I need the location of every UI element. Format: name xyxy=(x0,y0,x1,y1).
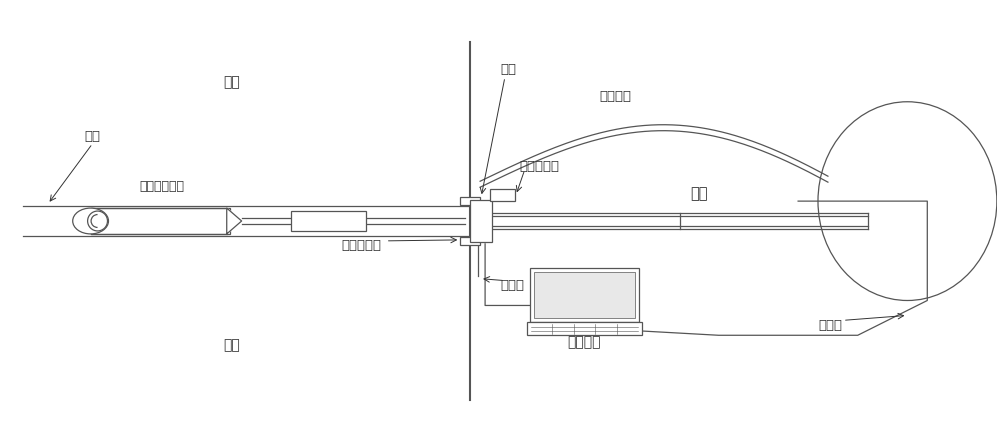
Ellipse shape xyxy=(818,102,997,300)
Text: 测量主机: 测量主机 xyxy=(568,335,601,349)
Text: 综合测孔探头: 综合测孔探头 xyxy=(140,180,185,193)
Bar xyxy=(460,237,480,245)
Bar xyxy=(470,200,492,242)
Bar xyxy=(490,189,515,201)
Bar xyxy=(291,211,366,231)
Bar xyxy=(91,208,230,234)
Polygon shape xyxy=(227,208,242,234)
Text: 电缆线: 电缆线 xyxy=(818,319,842,332)
Ellipse shape xyxy=(88,211,107,231)
Text: 岩体: 岩体 xyxy=(223,338,240,352)
Text: 深度传感器: 深度传感器 xyxy=(520,160,560,173)
Text: 堵头: 堵头 xyxy=(500,64,516,76)
Text: 岩体: 岩体 xyxy=(223,75,240,89)
Bar xyxy=(527,322,642,335)
Text: 孔口固定器: 孔口固定器 xyxy=(341,239,381,252)
Text: 泄压孔: 泄压孔 xyxy=(500,279,524,292)
Ellipse shape xyxy=(73,208,108,234)
Bar xyxy=(534,272,635,318)
Text: 推杆: 推杆 xyxy=(690,186,707,201)
Text: 钻孔: 钻孔 xyxy=(85,130,101,143)
Bar xyxy=(530,268,639,322)
Bar xyxy=(460,197,480,205)
Text: 注水水管: 注水水管 xyxy=(599,90,631,103)
